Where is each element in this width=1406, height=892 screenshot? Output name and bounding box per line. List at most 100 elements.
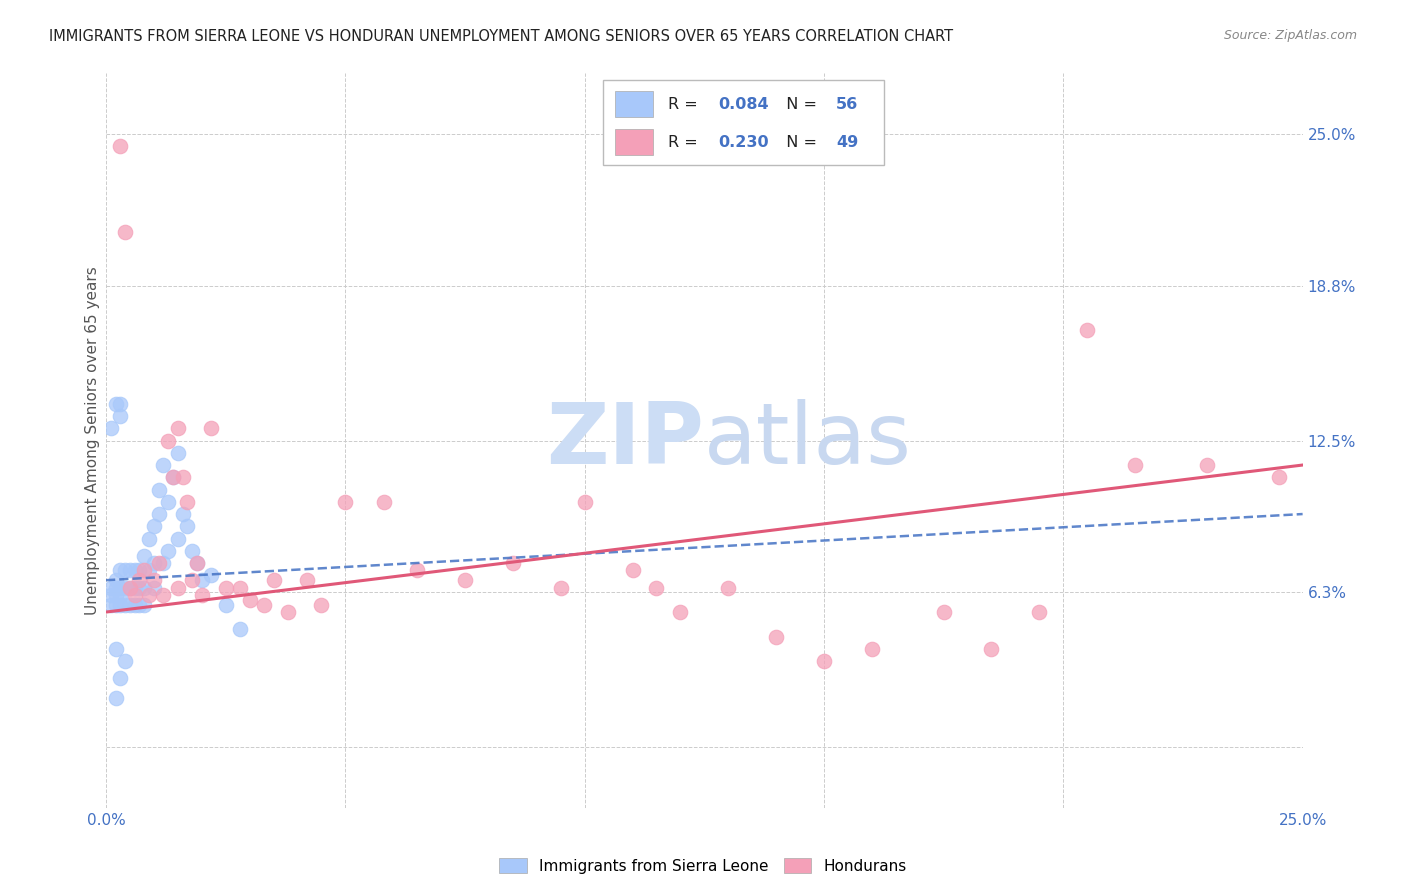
Point — [100, 421, 122, 435]
Text: 56: 56 — [837, 97, 858, 112]
Point — [200, 421, 222, 435]
Text: R =: R = — [668, 97, 703, 112]
Point — [186, 556, 208, 570]
Point — [114, 598, 136, 612]
Text: N =: N = — [776, 136, 823, 151]
Point — [277, 605, 299, 619]
Text: 49: 49 — [837, 136, 858, 151]
Point — [104, 573, 127, 587]
Point — [104, 581, 127, 595]
Point — [214, 581, 236, 595]
Point — [138, 563, 160, 577]
Point — [373, 495, 395, 509]
Point — [100, 588, 122, 602]
Point — [214, 598, 236, 612]
Point — [148, 507, 170, 521]
Point — [263, 573, 285, 587]
FancyBboxPatch shape — [603, 80, 884, 165]
Point — [229, 622, 252, 636]
Point — [118, 598, 141, 612]
Point — [104, 397, 127, 411]
Point — [176, 495, 198, 509]
Point — [100, 598, 122, 612]
Point — [104, 641, 127, 656]
Point — [295, 573, 318, 587]
Text: R =: R = — [668, 136, 703, 151]
Point — [157, 434, 180, 448]
Point — [152, 556, 174, 570]
Point — [717, 581, 740, 595]
Text: 0.230: 0.230 — [718, 136, 769, 151]
Point — [104, 690, 127, 705]
Point — [124, 563, 146, 577]
Point — [134, 581, 156, 595]
Point — [110, 598, 132, 612]
Point — [166, 581, 188, 595]
Point — [110, 581, 132, 595]
Point — [128, 563, 150, 577]
Point — [110, 671, 132, 685]
Point — [229, 581, 252, 595]
Point — [148, 556, 170, 570]
Point — [110, 409, 132, 423]
Point — [406, 563, 429, 577]
Legend: Immigrants from Sierra Leone, Hondurans: Immigrants from Sierra Leone, Hondurans — [494, 852, 912, 880]
Point — [502, 556, 524, 570]
Point — [253, 598, 276, 612]
Point — [1123, 458, 1146, 472]
Point — [454, 573, 477, 587]
Point — [172, 507, 194, 521]
Point — [142, 556, 165, 570]
Point — [134, 549, 156, 563]
Point — [980, 641, 1002, 656]
Point — [114, 654, 136, 668]
Point — [138, 588, 160, 602]
Point — [166, 421, 188, 435]
Point — [157, 543, 180, 558]
Point — [134, 563, 156, 577]
Point — [162, 470, 184, 484]
Point — [860, 641, 883, 656]
Point — [124, 588, 146, 602]
Point — [311, 598, 333, 612]
Point — [190, 588, 212, 602]
Point — [134, 598, 156, 612]
Point — [1028, 605, 1050, 619]
Point — [1076, 323, 1098, 337]
Point — [142, 581, 165, 595]
Point — [335, 495, 357, 509]
Point — [162, 470, 184, 484]
Point — [104, 598, 127, 612]
Point — [1267, 470, 1289, 484]
Point — [176, 519, 198, 533]
Point — [142, 573, 165, 587]
Point — [110, 397, 132, 411]
Point — [181, 543, 204, 558]
Point — [104, 588, 127, 602]
Point — [669, 605, 692, 619]
Text: Source: ZipAtlas.com: Source: ZipAtlas.com — [1223, 29, 1357, 42]
Point — [152, 458, 174, 472]
Point — [1195, 458, 1218, 472]
Point — [574, 495, 596, 509]
Point — [128, 581, 150, 595]
Point — [124, 581, 146, 595]
Point — [128, 598, 150, 612]
Point — [166, 446, 188, 460]
FancyBboxPatch shape — [614, 91, 652, 117]
Point — [157, 495, 180, 509]
Point — [118, 581, 141, 595]
Text: IMMIGRANTS FROM SIERRA LEONE VS HONDURAN UNEMPLOYMENT AMONG SENIORS OVER 65 YEAR: IMMIGRANTS FROM SIERRA LEONE VS HONDURAN… — [49, 29, 953, 44]
Point — [172, 470, 194, 484]
FancyBboxPatch shape — [614, 128, 652, 154]
Point — [148, 483, 170, 497]
Point — [239, 592, 262, 607]
Point — [110, 563, 132, 577]
Point — [813, 654, 835, 668]
Point — [138, 532, 160, 546]
Text: ZIP: ZIP — [547, 399, 704, 482]
Point — [765, 630, 787, 644]
Point — [110, 588, 132, 602]
Point — [152, 588, 174, 602]
Point — [186, 556, 208, 570]
